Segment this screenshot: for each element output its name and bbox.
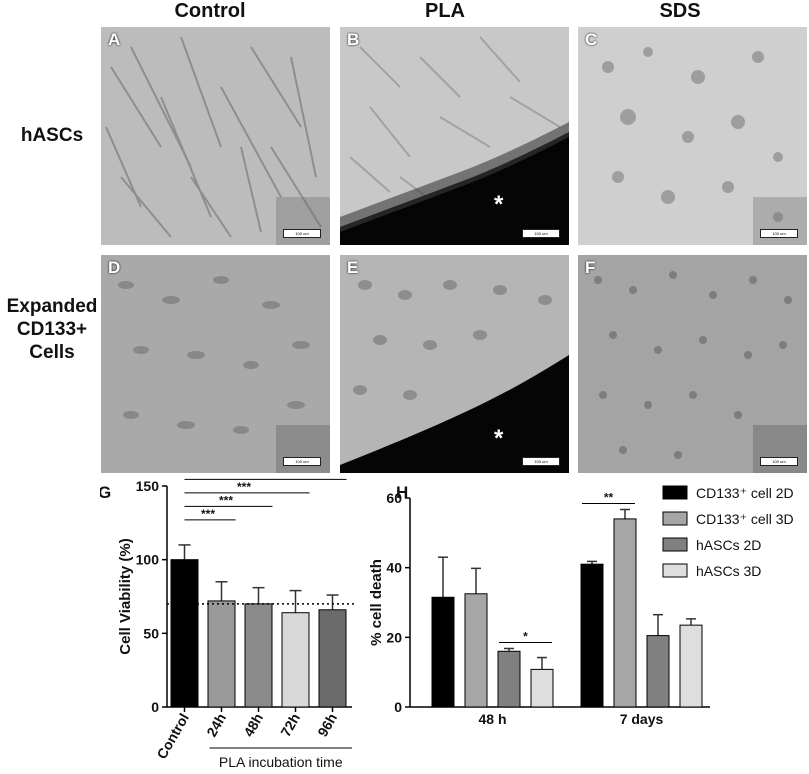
chart-h-bar — [497, 650, 521, 708]
column-header-control: Control — [174, 0, 246, 22]
chart-h-legend-label: CD133⁺ cell 2D — [696, 485, 794, 501]
scale-bar-f: 100 um — [760, 457, 798, 466]
chart-g-bar-72h — [281, 612, 310, 708]
panel-label-b: B — [347, 30, 360, 49]
chart-h-bar — [679, 624, 703, 708]
chart-g-x-tick-label: 72h — [277, 711, 303, 740]
chart-h-legend-label: CD133⁺ cell 3D — [696, 511, 794, 527]
panel-label-f: F — [585, 258, 596, 277]
column-header-pla: PLA — [425, 0, 465, 22]
chart-g-y-tick-label: 100 — [136, 552, 160, 568]
scale-bar-e: 100 um — [522, 457, 560, 466]
micrograph-d: D 100 um — [101, 255, 330, 473]
pla-scaffold-marker-b: * — [494, 191, 504, 218]
chart-g-bar-control — [170, 559, 199, 708]
chart-g-x-group-label: PLA incubation time — [219, 754, 343, 770]
chart-g-bar-24h — [207, 600, 236, 708]
chart-g-y-tick-label: 0 — [151, 699, 159, 715]
chart-h-y-axis-label: % cell death — [368, 559, 385, 646]
chart-h-x-tick-label: 48 h — [478, 711, 506, 727]
panel-label-e: E — [347, 258, 359, 277]
chart-h-legend-swatch — [662, 511, 688, 526]
panel-label-a: A — [108, 30, 121, 49]
column-header-sds: SDS — [659, 0, 701, 22]
chart-g-y-tick-label: 150 — [136, 478, 160, 494]
chart-h-significance-label: * — [523, 629, 528, 643]
panel-label-c: C — [585, 30, 598, 49]
chart-h-legend-swatch — [662, 485, 688, 500]
pla-scaffold-marker-e: * — [494, 425, 504, 452]
chart-h-bar — [530, 668, 554, 708]
chart-h-bar — [646, 635, 670, 708]
chart-h-significance-label: ** — [604, 490, 614, 504]
micrograph-f: F 100 um — [578, 255, 807, 473]
chart-g-x-tick-label: 96h — [314, 711, 340, 740]
chart-g-significance-label: *** — [201, 507, 215, 521]
chart-h-y-tick-label: 20 — [386, 629, 402, 645]
chart-g-significance-label: *** — [255, 478, 269, 480]
chart-g-x-tick-label: Control — [153, 711, 192, 762]
chart-g-x-tick-label: 48h — [240, 711, 266, 740]
scale-bar-c: 100 um — [760, 229, 798, 238]
chart-h-bar — [464, 593, 488, 708]
chart-g-significance-label: *** — [237, 480, 251, 494]
chart-h-legend-label: hASCs 3D — [696, 563, 761, 579]
chart-g-bar-96h — [318, 609, 347, 708]
micrograph-e: E * 100 um — [340, 255, 569, 473]
micrograph-c: C 100 um — [578, 27, 807, 245]
chart-h-y-tick-label: 40 — [386, 560, 402, 576]
scale-bar-d: 100 um — [283, 457, 321, 466]
panel-label-d: D — [108, 258, 121, 277]
chart-h-bar — [431, 596, 455, 708]
chart-h-y-tick-label: 60 — [386, 490, 402, 506]
scale-bar-b: 100 um — [522, 229, 560, 238]
row-header-cd133: Expanded CD133+ Cells — [6, 296, 98, 363]
chart-h-legend-label: hASCs 2D — [696, 537, 761, 553]
chart-h-bar — [613, 518, 637, 708]
chart-h-legend-swatch — [662, 537, 688, 552]
chart-g-panel-label: G — [100, 483, 111, 502]
micrograph-b: B * 100 um — [340, 27, 569, 245]
chart-h-x-tick-label: 7 days — [620, 711, 664, 727]
chart-h-y-tick-label: 0 — [394, 699, 402, 715]
micrograph-a: A 100 um — [101, 27, 330, 245]
chart-g-y-axis-label: Cell Viability (%) — [117, 538, 134, 654]
row-header-hascs: hASCs — [20, 125, 84, 146]
scale-bar-a: 100 um — [283, 229, 321, 238]
chart-h-bar — [580, 563, 604, 708]
chart-g-x-tick-label: 24h — [203, 711, 229, 740]
chart-g-cell-viability: G 0 50 100 150 Cell Viability (%) Control 24h 4… — [100, 478, 357, 770]
chart-g-bar-48h — [244, 603, 273, 708]
chart-g-y-tick-label: 50 — [143, 625, 159, 641]
chart-g-significance-label: *** — [219, 493, 233, 507]
chart-h-legend-swatch — [662, 563, 688, 578]
